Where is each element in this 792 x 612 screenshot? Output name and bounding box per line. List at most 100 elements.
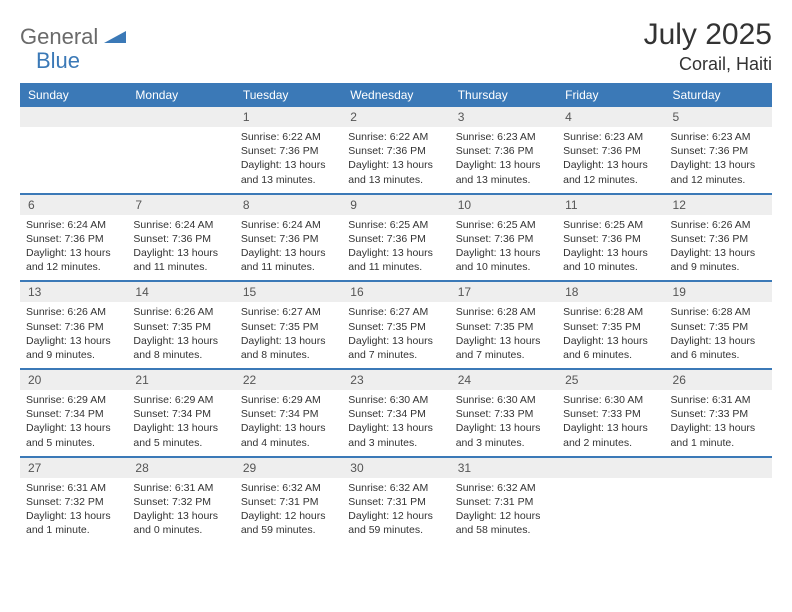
sunrise-line: Sunrise: 6:26 AM	[671, 218, 766, 232]
day-cell: 26Sunrise: 6:31 AMSunset: 7:33 PMDayligh…	[665, 370, 772, 456]
daylight-line: Daylight: 13 hours and 7 minutes.	[348, 334, 443, 362]
day-body: Sunrise: 6:31 AMSunset: 7:33 PMDaylight:…	[665, 390, 772, 456]
sunrise-line: Sunrise: 6:28 AM	[456, 305, 551, 319]
daylight-line: Daylight: 13 hours and 3 minutes.	[348, 421, 443, 449]
sunrise-line: Sunrise: 6:29 AM	[26, 393, 121, 407]
day-body: Sunrise: 6:25 AMSunset: 7:36 PMDaylight:…	[342, 215, 449, 281]
day-number: 25	[557, 370, 664, 390]
sunset-line: Sunset: 7:36 PM	[563, 232, 658, 246]
day-body: Sunrise: 6:25 AMSunset: 7:36 PMDaylight:…	[450, 215, 557, 281]
header: General July 2025 Corail, Haiti	[20, 18, 772, 75]
day-body: Sunrise: 6:24 AMSunset: 7:36 PMDaylight:…	[20, 215, 127, 281]
day-cell: 7Sunrise: 6:24 AMSunset: 7:36 PMDaylight…	[127, 195, 234, 281]
day-number: 22	[235, 370, 342, 390]
daylight-line: Daylight: 13 hours and 1 minute.	[26, 509, 121, 537]
sunset-line: Sunset: 7:36 PM	[348, 144, 443, 158]
sunset-line: Sunset: 7:33 PM	[563, 407, 658, 421]
sunset-line: Sunset: 7:35 PM	[671, 320, 766, 334]
brand-triangle-icon	[104, 27, 126, 48]
day-cell: 21Sunrise: 6:29 AMSunset: 7:34 PMDayligh…	[127, 370, 234, 456]
sunrise-line: Sunrise: 6:32 AM	[241, 481, 336, 495]
day-body: Sunrise: 6:28 AMSunset: 7:35 PMDaylight:…	[557, 302, 664, 368]
day-number: 17	[450, 282, 557, 302]
sunset-line: Sunset: 7:31 PM	[241, 495, 336, 509]
daylight-line: Daylight: 13 hours and 13 minutes.	[456, 158, 551, 186]
day-body: Sunrise: 6:28 AMSunset: 7:35 PMDaylight:…	[665, 302, 772, 368]
sunset-line: Sunset: 7:36 PM	[348, 232, 443, 246]
daylight-line: Daylight: 13 hours and 11 minutes.	[133, 246, 228, 274]
day-body: Sunrise: 6:30 AMSunset: 7:34 PMDaylight:…	[342, 390, 449, 456]
sunset-line: Sunset: 7:34 PM	[133, 407, 228, 421]
day-body: Sunrise: 6:23 AMSunset: 7:36 PMDaylight:…	[450, 127, 557, 193]
day-cell: 22Sunrise: 6:29 AMSunset: 7:34 PMDayligh…	[235, 370, 342, 456]
brand-part1: General	[20, 24, 98, 50]
day-body: Sunrise: 6:26 AMSunset: 7:35 PMDaylight:…	[127, 302, 234, 368]
daylight-line: Daylight: 13 hours and 12 minutes.	[26, 246, 121, 274]
sunset-line: Sunset: 7:36 PM	[456, 144, 551, 158]
sunrise-line: Sunrise: 6:22 AM	[348, 130, 443, 144]
sunrise-line: Sunrise: 6:31 AM	[26, 481, 121, 495]
week-row: 20Sunrise: 6:29 AMSunset: 7:34 PMDayligh…	[20, 368, 772, 456]
day-number: 1	[235, 107, 342, 127]
day-cell	[557, 458, 664, 544]
sunrise-line: Sunrise: 6:31 AM	[671, 393, 766, 407]
day-number: 26	[665, 370, 772, 390]
day-cell	[127, 107, 234, 193]
sunset-line: Sunset: 7:36 PM	[671, 144, 766, 158]
day-number	[665, 458, 772, 478]
sunrise-line: Sunrise: 6:23 AM	[456, 130, 551, 144]
day-body: Sunrise: 6:23 AMSunset: 7:36 PMDaylight:…	[557, 127, 664, 193]
weekday-monday: Monday	[127, 83, 234, 107]
daylight-line: Daylight: 13 hours and 9 minutes.	[671, 246, 766, 274]
day-cell: 17Sunrise: 6:28 AMSunset: 7:35 PMDayligh…	[450, 282, 557, 368]
day-cell: 23Sunrise: 6:30 AMSunset: 7:34 PMDayligh…	[342, 370, 449, 456]
day-body: Sunrise: 6:26 AMSunset: 7:36 PMDaylight:…	[665, 215, 772, 281]
day-number: 31	[450, 458, 557, 478]
day-cell: 14Sunrise: 6:26 AMSunset: 7:35 PMDayligh…	[127, 282, 234, 368]
day-number: 18	[557, 282, 664, 302]
daylight-line: Daylight: 12 hours and 58 minutes.	[456, 509, 551, 537]
day-body: Sunrise: 6:31 AMSunset: 7:32 PMDaylight:…	[20, 478, 127, 544]
sunset-line: Sunset: 7:35 PM	[456, 320, 551, 334]
day-number	[127, 107, 234, 127]
day-cell: 6Sunrise: 6:24 AMSunset: 7:36 PMDaylight…	[20, 195, 127, 281]
sunset-line: Sunset: 7:36 PM	[563, 144, 658, 158]
day-number: 3	[450, 107, 557, 127]
sunset-line: Sunset: 7:31 PM	[456, 495, 551, 509]
daylight-line: Daylight: 13 hours and 11 minutes.	[348, 246, 443, 274]
day-body: Sunrise: 6:29 AMSunset: 7:34 PMDaylight:…	[20, 390, 127, 456]
day-body: Sunrise: 6:30 AMSunset: 7:33 PMDaylight:…	[450, 390, 557, 456]
day-number: 13	[20, 282, 127, 302]
sunrise-line: Sunrise: 6:23 AM	[671, 130, 766, 144]
day-number: 19	[665, 282, 772, 302]
day-cell: 24Sunrise: 6:30 AMSunset: 7:33 PMDayligh…	[450, 370, 557, 456]
daylight-line: Daylight: 13 hours and 8 minutes.	[133, 334, 228, 362]
sunrise-line: Sunrise: 6:32 AM	[456, 481, 551, 495]
day-body: Sunrise: 6:24 AMSunset: 7:36 PMDaylight:…	[127, 215, 234, 281]
day-number: 12	[665, 195, 772, 215]
sunrise-line: Sunrise: 6:25 AM	[563, 218, 658, 232]
sunrise-line: Sunrise: 6:30 AM	[563, 393, 658, 407]
day-number: 15	[235, 282, 342, 302]
day-number: 6	[20, 195, 127, 215]
day-cell: 30Sunrise: 6:32 AMSunset: 7:31 PMDayligh…	[342, 458, 449, 544]
day-body: Sunrise: 6:24 AMSunset: 7:36 PMDaylight:…	[235, 215, 342, 281]
day-cell: 29Sunrise: 6:32 AMSunset: 7:31 PMDayligh…	[235, 458, 342, 544]
day-cell	[20, 107, 127, 193]
sunset-line: Sunset: 7:34 PM	[26, 407, 121, 421]
day-cell: 27Sunrise: 6:31 AMSunset: 7:32 PMDayligh…	[20, 458, 127, 544]
day-cell	[665, 458, 772, 544]
sunset-line: Sunset: 7:31 PM	[348, 495, 443, 509]
day-number: 27	[20, 458, 127, 478]
day-body: Sunrise: 6:31 AMSunset: 7:32 PMDaylight:…	[127, 478, 234, 544]
daylight-line: Daylight: 13 hours and 9 minutes.	[26, 334, 121, 362]
day-number: 10	[450, 195, 557, 215]
sunset-line: Sunset: 7:35 PM	[133, 320, 228, 334]
daylight-line: Daylight: 13 hours and 1 minute.	[671, 421, 766, 449]
day-cell: 5Sunrise: 6:23 AMSunset: 7:36 PMDaylight…	[665, 107, 772, 193]
day-cell: 20Sunrise: 6:29 AMSunset: 7:34 PMDayligh…	[20, 370, 127, 456]
daylight-line: Daylight: 13 hours and 5 minutes.	[133, 421, 228, 449]
day-number: 4	[557, 107, 664, 127]
day-body: Sunrise: 6:27 AMSunset: 7:35 PMDaylight:…	[235, 302, 342, 368]
daylight-line: Daylight: 13 hours and 13 minutes.	[348, 158, 443, 186]
